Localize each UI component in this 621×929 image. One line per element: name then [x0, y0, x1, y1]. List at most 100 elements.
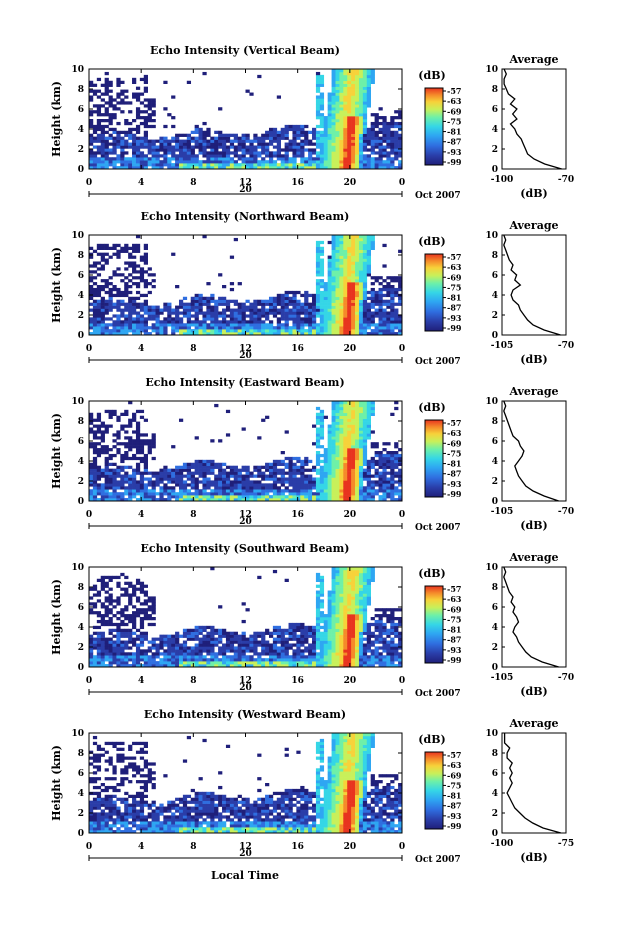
average-x-tick-label: -75 — [558, 839, 574, 849]
y-tick-label: 10 — [71, 729, 84, 739]
colorbar-tick-label: -75 — [447, 282, 461, 292]
y-tick-label: 8 — [78, 251, 84, 261]
panels: Echo Intensity (Vertical Beam) 0 2 4 6 8 10 Hei… — [50, 44, 574, 865]
y-axis-label: Height (km) — [50, 247, 63, 323]
average-y-tick-label: 8 — [492, 583, 498, 593]
colorbar-tick-label: -57 — [447, 86, 461, 96]
x-tick-label: 16 — [291, 842, 304, 852]
x-tick-label: 20 — [344, 676, 357, 686]
average-y-tick-label: 0 — [492, 497, 498, 507]
y-tick-label: 8 — [78, 85, 84, 95]
panel-1: Echo Intensity (Northward Beam) 0 2 4 6 8 10 He… — [50, 210, 574, 367]
average-y-tick-label: 10 — [485, 65, 498, 75]
colorbar-tick-label: -75 — [447, 780, 461, 790]
average-y-tick-label: 4 — [492, 457, 498, 467]
average-y-tick-label: 10 — [485, 231, 498, 241]
heatmap-cells — [89, 567, 403, 668]
colorbar-tick-label: -99 — [447, 157, 462, 167]
heatmap-cells — [89, 235, 403, 336]
average-y-tick-label: 6 — [492, 105, 498, 115]
colorbar-tick-label: -87 — [447, 469, 461, 479]
y-tick-label: 6 — [78, 769, 84, 779]
y-tick-label: 4 — [78, 789, 84, 799]
average-y-tick-label: 4 — [492, 623, 498, 633]
average-x-tick-label: -70 — [558, 341, 574, 351]
average-y-tick-label: 6 — [492, 271, 498, 281]
x-tick-label: 4 — [138, 178, 144, 188]
average-y-tick-label: 0 — [492, 829, 498, 839]
colorbar-tick-label: -63 — [447, 262, 462, 272]
colorbar-tick-label: -57 — [447, 252, 461, 262]
average-frame — [501, 68, 567, 170]
y-tick-label: 8 — [78, 583, 84, 593]
x-tick-label: 0 — [399, 178, 405, 188]
y-tick-label: 2 — [78, 477, 84, 487]
x-tick-label: 4 — [138, 510, 144, 520]
colorbar-tick-label: -63 — [447, 760, 462, 770]
average-x-tick-label: -100 — [491, 839, 514, 849]
panel-3: Echo Intensity (Southward Beam) 0 2 4 6 8 10 He… — [50, 542, 574, 699]
y-axis-label: Height (km) — [50, 413, 63, 489]
colorbar-tick-label: -75 — [447, 448, 461, 458]
panel-2: Echo Intensity (Eastward Beam) 0 2 4 6 8 10 Hei… — [50, 376, 574, 533]
x-tick-label: 0 — [399, 842, 405, 852]
x-tick-label: 16 — [291, 676, 304, 686]
colorbar-tick-label: -81 — [447, 791, 461, 801]
y-tick-label: 0 — [78, 165, 84, 175]
y-tick-label: 0 — [78, 663, 84, 673]
average-y-tick-label: 6 — [492, 603, 498, 613]
panel-title: Echo Intensity (Eastward Beam) — [145, 376, 344, 389]
average-title: Average — [508, 53, 558, 66]
y-tick-label: 4 — [78, 291, 84, 301]
average-y-tick-label: 8 — [492, 417, 498, 427]
average-profile-line — [503, 400, 559, 502]
x-tick-label: 0 — [399, 510, 405, 520]
average-x-tick-label: -100 — [491, 175, 514, 185]
x-tick-label: 12 — [239, 510, 252, 520]
x-tick-label: 16 — [291, 178, 304, 188]
colorbar-tick-label: -57 — [447, 418, 461, 428]
heatmap-cells — [89, 401, 403, 502]
colorbar-tick-label: -75 — [447, 116, 461, 126]
average-y-tick-label: 8 — [492, 251, 498, 261]
colorbar-tick-label: -99 — [447, 655, 462, 665]
average-y-tick-label: 2 — [492, 311, 498, 321]
average-profile-line — [503, 68, 562, 170]
average-x-tick-label: -70 — [558, 175, 574, 185]
colorbar-label: (dB) — [418, 69, 445, 82]
x-tick-label: 8 — [190, 676, 196, 686]
x-tick-label: 0 — [399, 676, 405, 686]
panel-title: Echo Intensity (Vertical Beam) — [150, 44, 340, 57]
average-y-tick-label: 10 — [485, 563, 498, 573]
y-axis-label: Height (km) — [50, 81, 63, 157]
month-year-label: Oct 2007 — [415, 855, 461, 865]
y-tick-label: 2 — [78, 145, 84, 155]
average-y-tick-label: 0 — [492, 165, 498, 175]
month-year-label: Oct 2007 — [415, 689, 461, 699]
colorbar-tick-label: -99 — [447, 821, 462, 831]
x-tick-label: 20 — [344, 842, 357, 852]
heatmap-cells — [89, 733, 403, 834]
colorbar-tick-label: -87 — [447, 303, 461, 313]
panel-title: Echo Intensity (Westward Beam) — [144, 708, 346, 721]
colorbar-tick-label: -87 — [447, 801, 461, 811]
average-y-tick-label: 2 — [492, 643, 498, 653]
y-tick-label: 4 — [78, 125, 84, 135]
average-frame — [501, 732, 567, 834]
colorbar-label: (dB) — [418, 567, 445, 580]
colorbar-tick-label: -81 — [447, 459, 461, 469]
date-label: 20 — [239, 683, 252, 693]
x-tick-label: 20 — [344, 178, 357, 188]
colorbar — [424, 253, 444, 332]
x-tick-label: 8 — [190, 510, 196, 520]
y-tick-label: 4 — [78, 623, 84, 633]
colorbar — [424, 585, 444, 664]
average-x-tick-label: -105 — [491, 673, 514, 683]
y-tick-label: 10 — [71, 563, 84, 573]
average-y-tick-label: 6 — [492, 437, 498, 447]
month-year-label: Oct 2007 — [415, 191, 461, 201]
x-tick-label: 12 — [239, 178, 252, 188]
y-tick-label: 10 — [71, 65, 84, 75]
x-tick-label: 8 — [190, 178, 196, 188]
